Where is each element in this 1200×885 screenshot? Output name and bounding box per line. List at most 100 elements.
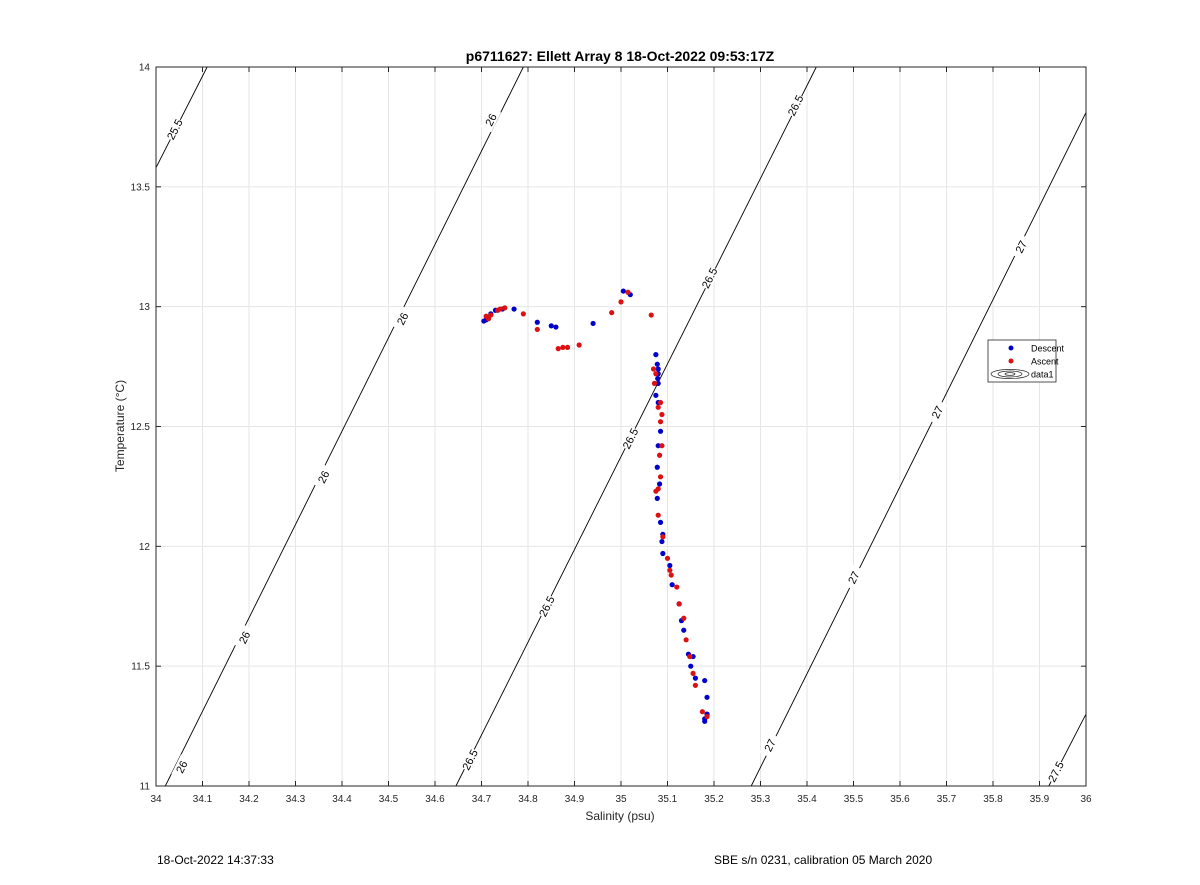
legend: Descent Ascent data1 bbox=[987, 339, 1065, 383]
point-ascent bbox=[655, 404, 661, 410]
point-descent bbox=[669, 582, 675, 588]
contour-label-background bbox=[313, 464, 334, 490]
point-ascent bbox=[664, 555, 671, 561]
point-descent bbox=[659, 538, 665, 545]
axis-ticks: 34 34.1 34.2 34.3 34.4 34.5 34.6 34.7 34.8 34.9 35… bbox=[131, 63, 1092, 806]
x-axis-label: Salinity (psu) bbox=[585, 809, 654, 823]
point-descent bbox=[655, 380, 661, 386]
contour-label: 26 bbox=[316, 469, 332, 485]
x-tick-label: 34.4 bbox=[332, 794, 352, 805]
legend-marker-descent bbox=[1008, 345, 1014, 351]
contour-label-background bbox=[699, 265, 720, 291]
point-descent bbox=[553, 324, 559, 330]
point-ascent bbox=[576, 342, 582, 348]
legend-entry-ascent: Ascent bbox=[1031, 357, 1059, 367]
contour-label: 27 bbox=[930, 404, 946, 420]
point-ascent bbox=[690, 670, 696, 676]
point-ascent bbox=[674, 584, 680, 590]
point-ascent bbox=[650, 366, 657, 372]
point-ascent bbox=[699, 709, 705, 715]
contour-label-background bbox=[785, 92, 806, 118]
point-descent bbox=[692, 675, 699, 681]
point-ascent bbox=[656, 452, 663, 458]
point-descent bbox=[702, 718, 708, 724]
point-ascent bbox=[520, 311, 526, 317]
point-ascent bbox=[668, 572, 674, 578]
contour-label-background bbox=[1045, 759, 1067, 785]
footer-timestamp: 18-Oct-2022 14:37:33 bbox=[157, 853, 274, 867]
x-tick-label: 35.8 bbox=[983, 794, 1003, 805]
y-axis-label: Temperature (°C) bbox=[113, 380, 127, 472]
point-ascent bbox=[651, 380, 658, 386]
y-tick-label: 11 bbox=[140, 782, 151, 793]
point-ascent bbox=[625, 289, 631, 295]
point-descent bbox=[657, 428, 664, 434]
point-descent bbox=[660, 550, 666, 557]
x-tick-label: 35.4 bbox=[797, 794, 817, 805]
point-ascent bbox=[560, 344, 566, 351]
point-descent bbox=[688, 663, 694, 669]
point-descent bbox=[548, 323, 554, 329]
point-ascent bbox=[657, 419, 664, 425]
point-ascent bbox=[564, 344, 571, 351]
point-descent bbox=[667, 562, 673, 569]
point-ascent bbox=[687, 653, 693, 660]
x-tick-label: 36 bbox=[1080, 794, 1092, 805]
contour-label-background bbox=[620, 425, 641, 452]
x-tick-label: 35 bbox=[615, 794, 627, 805]
contour-label: 26 bbox=[237, 630, 253, 646]
point-ascent bbox=[657, 399, 664, 406]
point-ascent bbox=[618, 299, 624, 305]
contour-label-background bbox=[234, 624, 255, 650]
contour-label-background bbox=[759, 732, 781, 758]
x-tick-label: 35.3 bbox=[751, 794, 771, 805]
point-descent bbox=[655, 366, 661, 372]
x-tick-label: 34.7 bbox=[472, 794, 492, 805]
point-descent bbox=[653, 392, 659, 398]
point-ascent bbox=[488, 312, 494, 318]
contour-label-background bbox=[459, 747, 481, 773]
point-ascent bbox=[655, 512, 661, 518]
data-points bbox=[481, 288, 710, 724]
contour-line bbox=[164, 66, 524, 787]
x-tick-label: 35.7 bbox=[937, 794, 957, 805]
point-ascent bbox=[657, 474, 664, 480]
legend-entry-data1: data1 bbox=[1031, 370, 1054, 380]
x-tick-label: 34.9 bbox=[565, 794, 585, 805]
x-tick-label: 34 bbox=[150, 794, 162, 805]
y-tick-label: 12 bbox=[139, 542, 151, 553]
point-descent bbox=[534, 319, 540, 325]
point-ascent bbox=[676, 601, 682, 607]
contour-label: 27 bbox=[1014, 239, 1030, 255]
legend-marker-data1 bbox=[990, 369, 1030, 379]
point-ascent bbox=[534, 326, 540, 333]
grid-lines bbox=[155, 66, 1087, 787]
point-ascent bbox=[653, 371, 659, 377]
contour-line bbox=[750, 112, 1087, 787]
point-ascent bbox=[660, 534, 666, 540]
point-ascent bbox=[667, 567, 673, 573]
point-descent bbox=[704, 694, 710, 700]
x-tick-label: 34.2 bbox=[239, 794, 259, 805]
point-descent bbox=[653, 352, 659, 358]
y-tick-label: 12.5 bbox=[131, 422, 151, 433]
point-ascent bbox=[683, 637, 689, 643]
footer-calibration: SBE s/n 0231, calibration 05 March 2020 bbox=[714, 853, 933, 867]
x-tick-label: 34.6 bbox=[425, 794, 445, 805]
point-descent bbox=[511, 306, 517, 312]
contour-label: 26 bbox=[395, 311, 411, 327]
x-tick-label: 34.3 bbox=[286, 794, 306, 805]
point-ascent bbox=[653, 488, 659, 494]
x-tick-label: 35.1 bbox=[658, 794, 678, 805]
y-tick-label: 13 bbox=[139, 302, 151, 313]
point-descent bbox=[654, 464, 660, 470]
contour-label: 27 bbox=[763, 738, 779, 754]
legend-marker-ascent bbox=[1008, 358, 1014, 364]
contour-label: 27 bbox=[846, 570, 862, 586]
y-tick-label: 14 bbox=[139, 63, 151, 74]
contour-label: 26 bbox=[484, 112, 500, 128]
contour-label-background bbox=[480, 107, 502, 133]
point-ascent bbox=[681, 615, 687, 621]
